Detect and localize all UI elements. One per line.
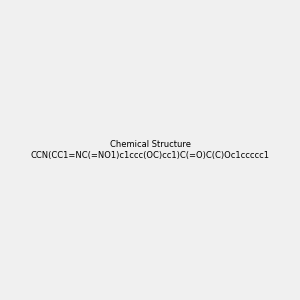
Text: Chemical Structure
CCN(CC1=NC(=NO1)c1ccc(OC)cc1)C(=O)C(C)Oc1ccccc1: Chemical Structure CCN(CC1=NC(=NO1)c1ccc…: [31, 140, 269, 160]
